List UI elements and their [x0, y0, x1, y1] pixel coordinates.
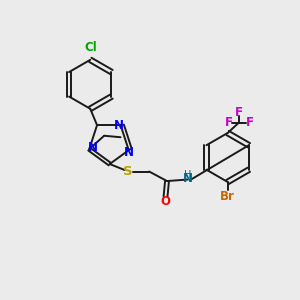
Text: F: F [224, 116, 232, 129]
Text: H: H [184, 170, 191, 180]
Text: N: N [114, 118, 124, 132]
Text: Cl: Cl [84, 41, 97, 54]
Text: N: N [124, 146, 134, 159]
Text: N: N [183, 172, 193, 185]
Text: N: N [88, 141, 98, 154]
Text: Br: Br [220, 190, 235, 203]
Text: S: S [123, 165, 133, 178]
Text: O: O [160, 196, 170, 208]
Text: F: F [235, 106, 243, 119]
Text: F: F [245, 116, 253, 129]
